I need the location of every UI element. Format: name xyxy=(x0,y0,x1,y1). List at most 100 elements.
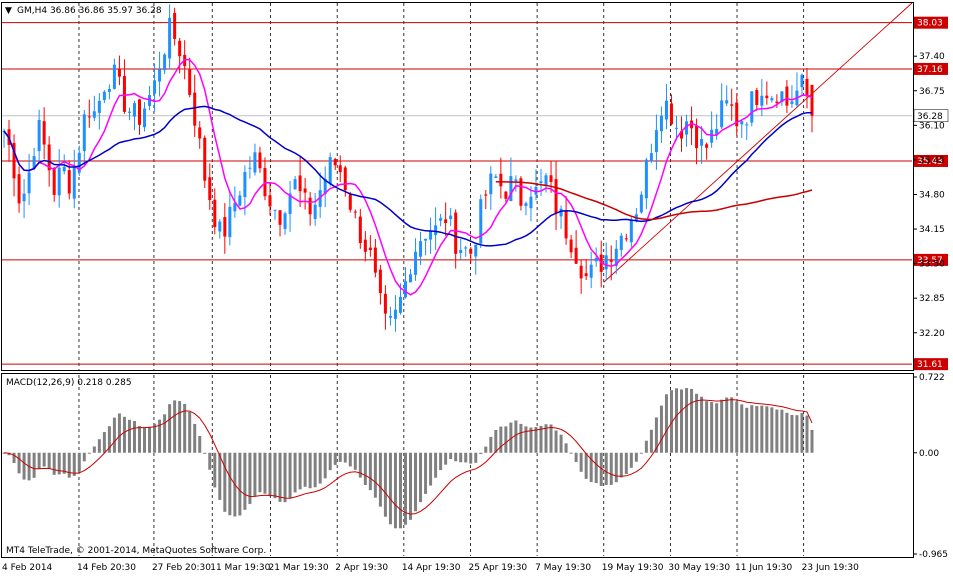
candle-body[interactable] xyxy=(479,199,483,244)
candle-body[interactable] xyxy=(308,197,312,215)
candle-body[interactable] xyxy=(800,74,804,88)
candle-body[interactable] xyxy=(664,100,668,120)
candle-body[interactable] xyxy=(333,158,337,166)
trendline[interactable] xyxy=(603,2,913,283)
candle-body[interactable] xyxy=(303,188,307,193)
candle-body[interactable] xyxy=(348,194,352,210)
candle-body[interactable] xyxy=(52,167,56,195)
candle-body[interactable] xyxy=(639,194,643,213)
candle-body[interactable] xyxy=(509,176,513,201)
candle-body[interactable] xyxy=(293,179,297,190)
candle-body[interactable] xyxy=(323,179,327,195)
candle-body[interactable] xyxy=(268,195,272,207)
candle-body[interactable] xyxy=(539,181,543,183)
candle-body[interactable] xyxy=(559,208,563,217)
candle-body[interactable] xyxy=(459,249,463,254)
candle-body[interactable] xyxy=(715,128,719,135)
candle-body[interactable] xyxy=(705,144,709,148)
candle-body[interactable] xyxy=(644,159,648,199)
candle-body[interactable] xyxy=(554,179,558,214)
candle-body[interactable] xyxy=(163,54,167,71)
candle-body[interactable] xyxy=(604,255,608,270)
candle-body[interactable] xyxy=(77,152,81,173)
candle-body[interactable] xyxy=(770,98,774,101)
candle-body[interactable] xyxy=(424,238,428,241)
candle-body[interactable] xyxy=(609,260,613,262)
candle-body[interactable] xyxy=(494,176,498,178)
candle-body[interactable] xyxy=(288,193,292,214)
candle-body[interactable] xyxy=(469,248,473,254)
candle-body[interactable] xyxy=(519,178,523,206)
candle-body[interactable] xyxy=(173,12,177,39)
candle-body[interactable] xyxy=(629,220,633,243)
candle-body[interactable] xyxy=(168,17,172,59)
candle-body[interactable] xyxy=(614,248,618,266)
candle-body[interactable] xyxy=(619,235,623,251)
candle-body[interactable] xyxy=(47,144,51,171)
candle-body[interactable] xyxy=(464,247,468,249)
candle-body[interactable] xyxy=(42,121,46,145)
candle-body[interactable] xyxy=(750,91,754,123)
candle-body[interactable] xyxy=(57,167,61,196)
candle-body[interactable] xyxy=(454,212,458,254)
candle-body[interactable] xyxy=(298,175,302,192)
candle-body[interactable] xyxy=(153,80,157,94)
candle-body[interactable] xyxy=(514,179,518,182)
candle-body[interactable] xyxy=(700,139,704,146)
candle-body[interactable] xyxy=(690,120,694,129)
candle-body[interactable] xyxy=(328,157,332,185)
candle-body[interactable] xyxy=(27,172,31,194)
candle-body[interactable] xyxy=(107,89,111,92)
candle-body[interactable] xyxy=(37,120,41,152)
candle-body[interactable] xyxy=(283,213,287,230)
candle-body[interactable] xyxy=(544,175,548,187)
candle-body[interactable] xyxy=(730,104,734,106)
candle-body[interactable] xyxy=(17,174,21,204)
candle-body[interactable] xyxy=(117,69,121,77)
candle-body[interactable] xyxy=(338,165,342,173)
candle-body[interactable] xyxy=(434,225,438,236)
candle-body[interactable] xyxy=(579,265,583,279)
candle-body[interactable] xyxy=(564,210,568,239)
candle-body[interactable] xyxy=(429,230,433,240)
candle-body[interactable] xyxy=(223,217,227,237)
candle-body[interactable] xyxy=(318,190,322,207)
candle-body[interactable] xyxy=(584,273,588,277)
candle-body[interactable] xyxy=(524,203,528,207)
candle-body[interactable] xyxy=(549,175,553,182)
candle-body[interactable] xyxy=(745,124,749,126)
candle-body[interactable] xyxy=(358,216,362,244)
candle-body[interactable] xyxy=(253,152,257,173)
candle-body[interactable] xyxy=(193,92,197,126)
candle-body[interactable] xyxy=(790,101,794,104)
candle-body[interactable] xyxy=(740,121,744,125)
candle-body[interactable] xyxy=(278,210,282,225)
candle-body[interactable] xyxy=(343,167,347,191)
candle-body[interactable] xyxy=(248,167,252,169)
candle-body[interactable] xyxy=(388,315,392,318)
candle-body[interactable] xyxy=(238,195,242,206)
candle-body[interactable] xyxy=(218,221,222,232)
candle-body[interactable] xyxy=(228,206,232,238)
candle-body[interactable] xyxy=(439,218,443,221)
candle-body[interactable] xyxy=(233,202,237,212)
candle-body[interactable] xyxy=(444,219,448,223)
candle-body[interactable] xyxy=(258,152,262,169)
candle-body[interactable] xyxy=(127,111,131,113)
candle-body[interactable] xyxy=(32,156,36,169)
candle-body[interactable] xyxy=(82,114,86,152)
candle-body[interactable] xyxy=(574,247,578,264)
candle-body[interactable] xyxy=(138,99,142,125)
header-triangle-icon[interactable]: ▼ xyxy=(5,6,12,16)
candle-body[interactable] xyxy=(378,269,382,294)
candle-body[interactable] xyxy=(780,91,784,103)
candle-body[interactable] xyxy=(122,76,126,112)
candle-body[interactable] xyxy=(353,211,357,213)
candle-body[interactable] xyxy=(504,191,508,199)
candle-body[interactable] xyxy=(785,86,789,106)
candle-body[interactable] xyxy=(624,238,628,240)
candle-body[interactable] xyxy=(810,84,814,116)
candle-body[interactable] xyxy=(368,247,372,251)
candle-body[interactable] xyxy=(198,127,202,139)
candle-body[interactable] xyxy=(178,40,182,57)
